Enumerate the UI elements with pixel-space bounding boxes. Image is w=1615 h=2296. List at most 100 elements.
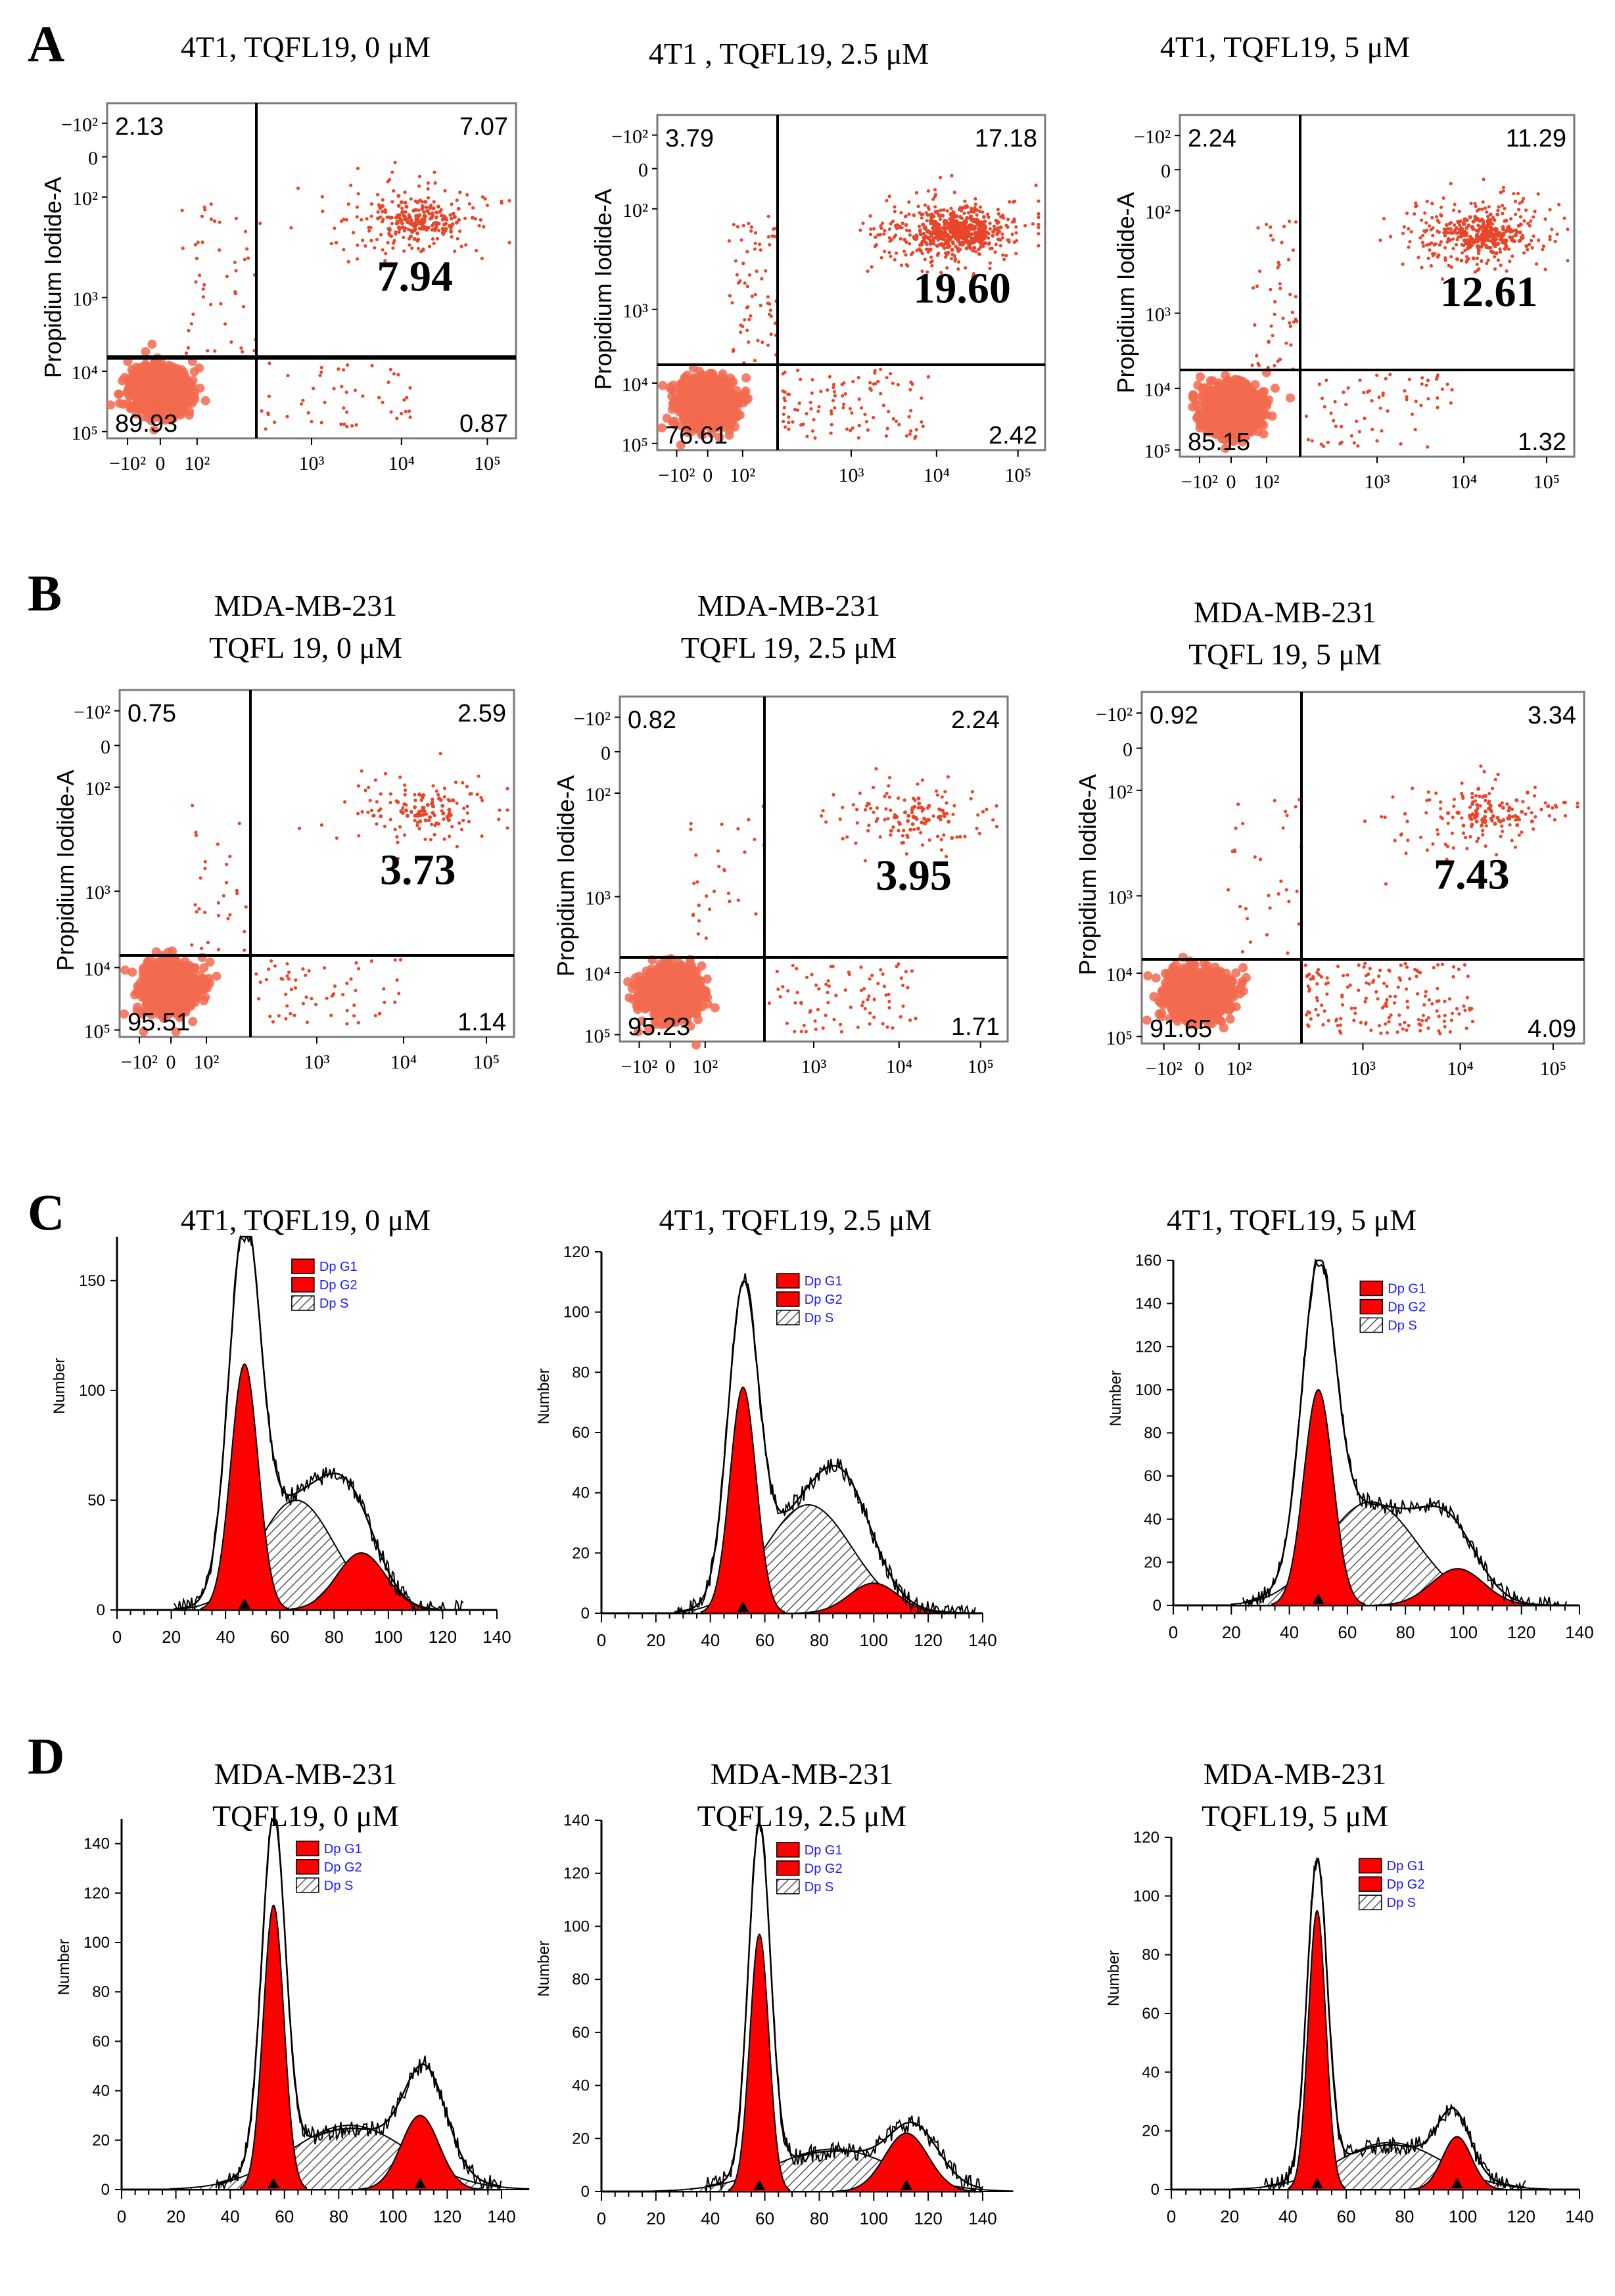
- event-dot: [1259, 408, 1269, 418]
- event-dot: [1507, 247, 1511, 251]
- event-dot: [225, 275, 229, 279]
- event-dot: [874, 235, 878, 239]
- event-dot: [747, 221, 751, 225]
- event-dot: [1424, 221, 1428, 225]
- title-c3: 4T1, TQFL19, 5 μM: [1166, 1203, 1417, 1237]
- event-dot: [1288, 321, 1292, 325]
- event-dot: [229, 340, 233, 344]
- event-dot: [407, 409, 411, 413]
- event-dot: [1474, 204, 1478, 208]
- event-dot: [421, 248, 425, 252]
- event-dot: [972, 246, 977, 250]
- event-dot: [1356, 444, 1360, 448]
- event-dot: [923, 258, 927, 262]
- event-dot: [876, 379, 880, 384]
- event-dot: [1200, 383, 1209, 393]
- event-dot: [397, 230, 401, 234]
- event-dot: [1255, 284, 1259, 288]
- event-dot: [1428, 248, 1432, 252]
- event-dot: [848, 407, 852, 411]
- event-dot: [768, 308, 772, 312]
- event-dot: [312, 386, 316, 390]
- event-dot: [1321, 444, 1326, 448]
- event-dot: [1355, 419, 1359, 423]
- event-dot: [1399, 442, 1403, 446]
- event-dot: [196, 241, 200, 244]
- event-dot: [998, 225, 1003, 229]
- event-dot: [868, 214, 872, 218]
- event-dot: [1533, 210, 1537, 214]
- event-dot: [857, 397, 861, 402]
- event-dot: [213, 349, 217, 353]
- event-dot: [942, 208, 946, 212]
- event-dot: [924, 247, 928, 251]
- event-dot: [1457, 210, 1461, 214]
- x-tick-label: 10⁵: [474, 453, 500, 474]
- event-dot: [801, 422, 805, 426]
- event-dot: [423, 214, 427, 219]
- event-dot: [1426, 256, 1430, 260]
- event-dot: [1208, 376, 1217, 386]
- event-dot: [1553, 239, 1557, 243]
- event-dot: [383, 208, 387, 212]
- event-dot: [703, 398, 713, 407]
- event-dot: [431, 206, 436, 211]
- event-dot: [455, 198, 459, 202]
- event-dot: [233, 260, 237, 264]
- event-dot: [346, 363, 350, 367]
- event-dot: [420, 206, 425, 211]
- event-dot: [1427, 224, 1432, 228]
- event-dot: [1445, 231, 1449, 235]
- event-dot: [156, 367, 166, 377]
- event-dot: [267, 394, 271, 398]
- event-dot: [958, 227, 962, 232]
- event-dot: [866, 269, 870, 273]
- event-dot: [856, 376, 860, 380]
- event-dot: [1384, 377, 1388, 380]
- event-dot: [299, 402, 304, 406]
- event-dot: [408, 386, 412, 390]
- event-dot: [973, 230, 978, 235]
- event-dot: [1010, 233, 1014, 237]
- event-dot: [1232, 388, 1242, 398]
- event-dot: [1430, 202, 1434, 206]
- event-dot: [911, 250, 915, 254]
- event-dot: [745, 250, 749, 254]
- event-dot: [717, 401, 727, 411]
- event-dot: [187, 329, 191, 333]
- event-dot: [1288, 219, 1292, 223]
- event-dot: [1432, 242, 1436, 247]
- event-dot: [939, 208, 943, 212]
- event-dot: [1023, 223, 1027, 228]
- event-dot: [456, 237, 459, 241]
- event-dot: [883, 229, 887, 233]
- event-dot: [996, 237, 1001, 242]
- event-dot: [320, 195, 324, 199]
- event-dot: [1346, 386, 1350, 390]
- event-dot: [1451, 231, 1455, 235]
- event-dot: [500, 199, 503, 203]
- event-dot: [198, 273, 202, 277]
- event-dot: [218, 248, 222, 252]
- event-dot: [1530, 246, 1534, 250]
- event-dot: [1004, 254, 1008, 258]
- event-dot: [301, 398, 305, 403]
- event-dot: [797, 402, 801, 405]
- event-dot: [885, 426, 889, 430]
- event-dot: [810, 391, 814, 395]
- event-dot: [745, 329, 749, 333]
- event-dot: [1375, 373, 1379, 377]
- event-dot: [941, 237, 946, 241]
- event-dot: [849, 428, 853, 432]
- event-dot: [1287, 258, 1291, 262]
- event-dot: [1548, 208, 1552, 212]
- event-dot: [902, 249, 906, 253]
- event-dot: [454, 220, 459, 225]
- event-dot: [962, 211, 966, 216]
- event-dot: [1501, 204, 1505, 208]
- event-dot: [973, 202, 977, 206]
- event-dot: [920, 396, 924, 400]
- event-dot: [889, 372, 893, 376]
- event-dot: [1436, 255, 1439, 259]
- event-dot: [369, 239, 373, 242]
